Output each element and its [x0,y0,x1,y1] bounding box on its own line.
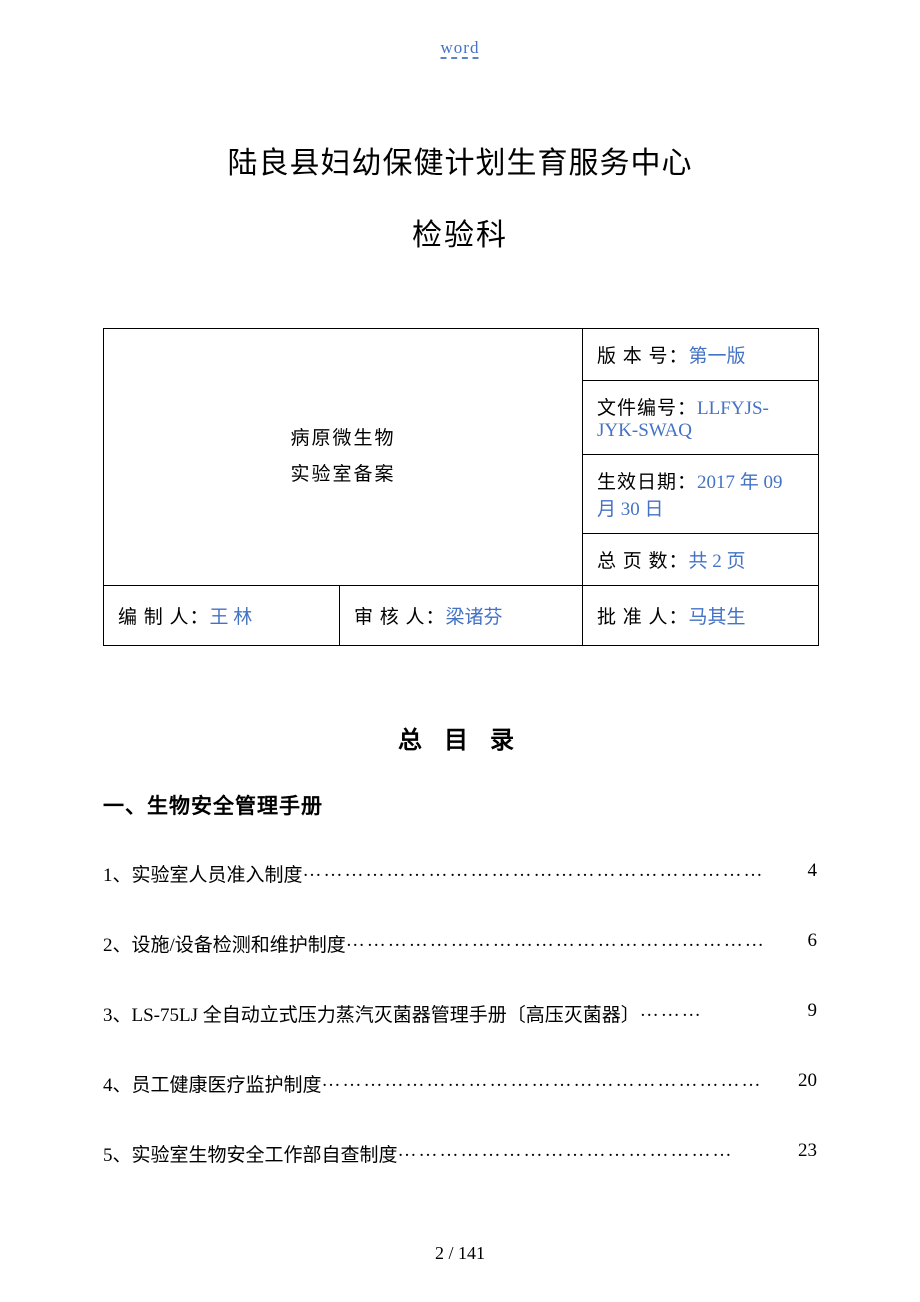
approver-label: 批 准 人： [597,607,689,628]
toc-item-text: 1、实验室人员准入制度 [103,860,303,887]
toc-item-4: 4、员工健康医疗监护制度 ……………………………………………………… 20 [103,1070,817,1097]
file-number-row: 文件编号：LLFYJS-JYK-SWAQ [583,381,819,455]
approver-cell: 批 准 人：马其生 [583,586,819,646]
organization-title: 陆良县妇幼保健计划生育服务中心 [0,138,920,182]
toc-item-page: 20 [798,1070,817,1097]
version-label: 版 本 号： [597,346,689,367]
toc-item-page: 6 [808,930,818,957]
effective-date-row: 生效日期：2017 年 09 月 30 日 [583,455,819,534]
toc-item-3: 3、LS-75LJ 全自动立式压力蒸汽灭菌器管理手册〔高压灭菌器〕 ……… 9 [103,1000,817,1027]
toc-item-1: 1、实验室人员准入制度 ………………………………………………………… 4 [103,860,817,887]
page-number: 2 / 141 [0,1243,920,1264]
approver-value: 马其生 [689,607,746,628]
toc-item-2: 2、设施/设备检测和维护制度 …………………………………………………… 6 [103,930,817,957]
toc-dots: ………………………………………… [398,1140,798,1167]
toc-item-page: 23 [798,1140,817,1167]
toc-item-text: 5、实验室生物安全工作部自查制度 [103,1140,398,1167]
toc-dots: ……………………………………………………… [322,1070,798,1097]
toc-title: 总 目 录 [0,720,920,755]
doc-title-line2: 实验室备案 [118,457,568,493]
author-cell: 编 制 人：王 林 [104,586,340,646]
total-pages-row: 总 页 数：共 2 页 [583,534,819,586]
toc-item-text: 4、员工健康医疗监护制度 [103,1070,322,1097]
toc-item-page: 4 [808,860,818,887]
document-info-table: 病原微生物 实验室备案 版 本 号：第一版 文件编号：LLFYJS-JYK-SW… [103,328,819,646]
doc-title-line1: 病原微生物 [118,421,568,457]
version-value: 第一版 [689,346,746,367]
reviewer-cell: 审 核 人：梁诸芬 [339,586,582,646]
author-value: 王 林 [210,607,253,628]
toc-item-5: 5、实验室生物安全工作部自查制度 ………………………………………… 23 [103,1140,817,1167]
toc-dots: ……… [640,1000,808,1027]
toc-item-text: 2、设施/设备检测和维护制度 [103,930,346,957]
department-title: 检验科 [0,210,920,254]
effective-date-label: 生效日期： [597,472,697,493]
total-pages-value: 共 2 页 [689,551,746,572]
document-title-cell: 病原微生物 实验室备案 [104,329,583,586]
file-number-label: 文件编号： [597,398,697,419]
reviewer-label: 审 核 人： [354,607,446,628]
version-row: 版 本 号：第一版 [583,329,819,381]
toc-item-text: 3、LS-75LJ 全自动立式压力蒸汽灭菌器管理手册〔高压灭菌器〕 [103,1000,640,1027]
header-word-link[interactable]: word [441,38,480,58]
total-pages-label: 总 页 数： [597,551,689,572]
reviewer-value: 梁诸芬 [445,607,502,628]
toc-dots: ………………………………………………………… [303,860,808,887]
toc-section-1: 一、生物安全管理手册 [103,790,323,820]
author-label: 编 制 人： [118,607,210,628]
toc-dots: …………………………………………………… [346,930,808,957]
toc-item-page: 9 [808,1000,818,1027]
